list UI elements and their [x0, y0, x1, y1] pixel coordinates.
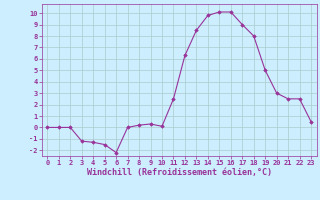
- X-axis label: Windchill (Refroidissement éolien,°C): Windchill (Refroidissement éolien,°C): [87, 168, 272, 177]
